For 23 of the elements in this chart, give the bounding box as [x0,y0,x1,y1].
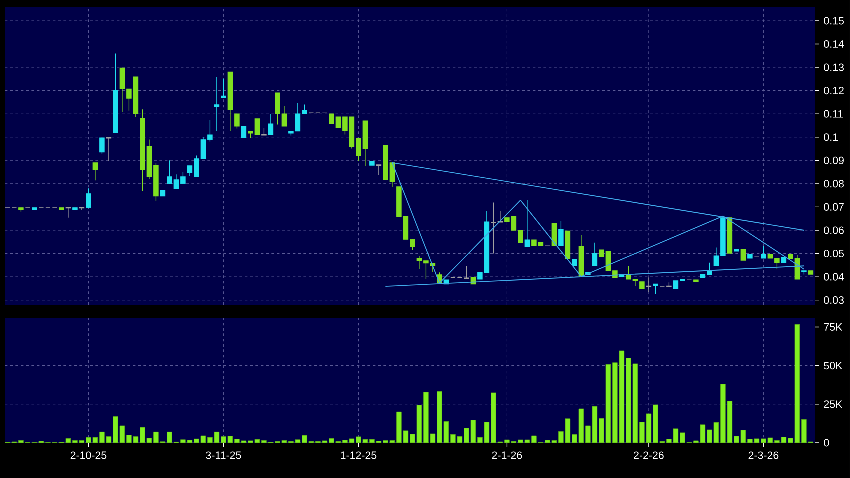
x-tick-label: 2-10-25 [70,452,107,460]
x-tick-label: 2-1-26 [492,452,522,460]
y-tick-label: 25K [824,400,843,408]
x-tick-label: 2-2-26 [634,452,664,460]
y-tick-label: 0.09 [824,156,844,164]
y-tick-label: 0.04 [824,273,844,281]
y-tick-label: 0.15 [824,17,844,25]
y-tick-label: 0.11 [824,110,844,118]
y-tick-label: 50K [824,362,843,370]
y-tick-label: 0.05 [824,250,844,258]
y-tick-label: 0.03 [824,296,844,304]
y-tick-label: 0.14 [824,40,844,48]
y-tick-label: 0.06 [824,226,844,234]
y-tick-label: 0.07 [824,203,844,211]
y-tick-label: 0.08 [824,180,844,188]
y-tick-label: 0.13 [824,64,844,72]
y-tick-label: 0.12 [824,87,844,95]
y-tick-label: 0 [824,439,830,447]
y-tick-label: 0.1 [824,134,838,142]
y-tick-label: 75K [824,324,843,331]
x-tick-label: 1-12-25 [341,452,377,460]
x-tick-label: 2-3-26 [748,452,779,460]
x-tick-label: 3-11-25 [206,452,242,460]
